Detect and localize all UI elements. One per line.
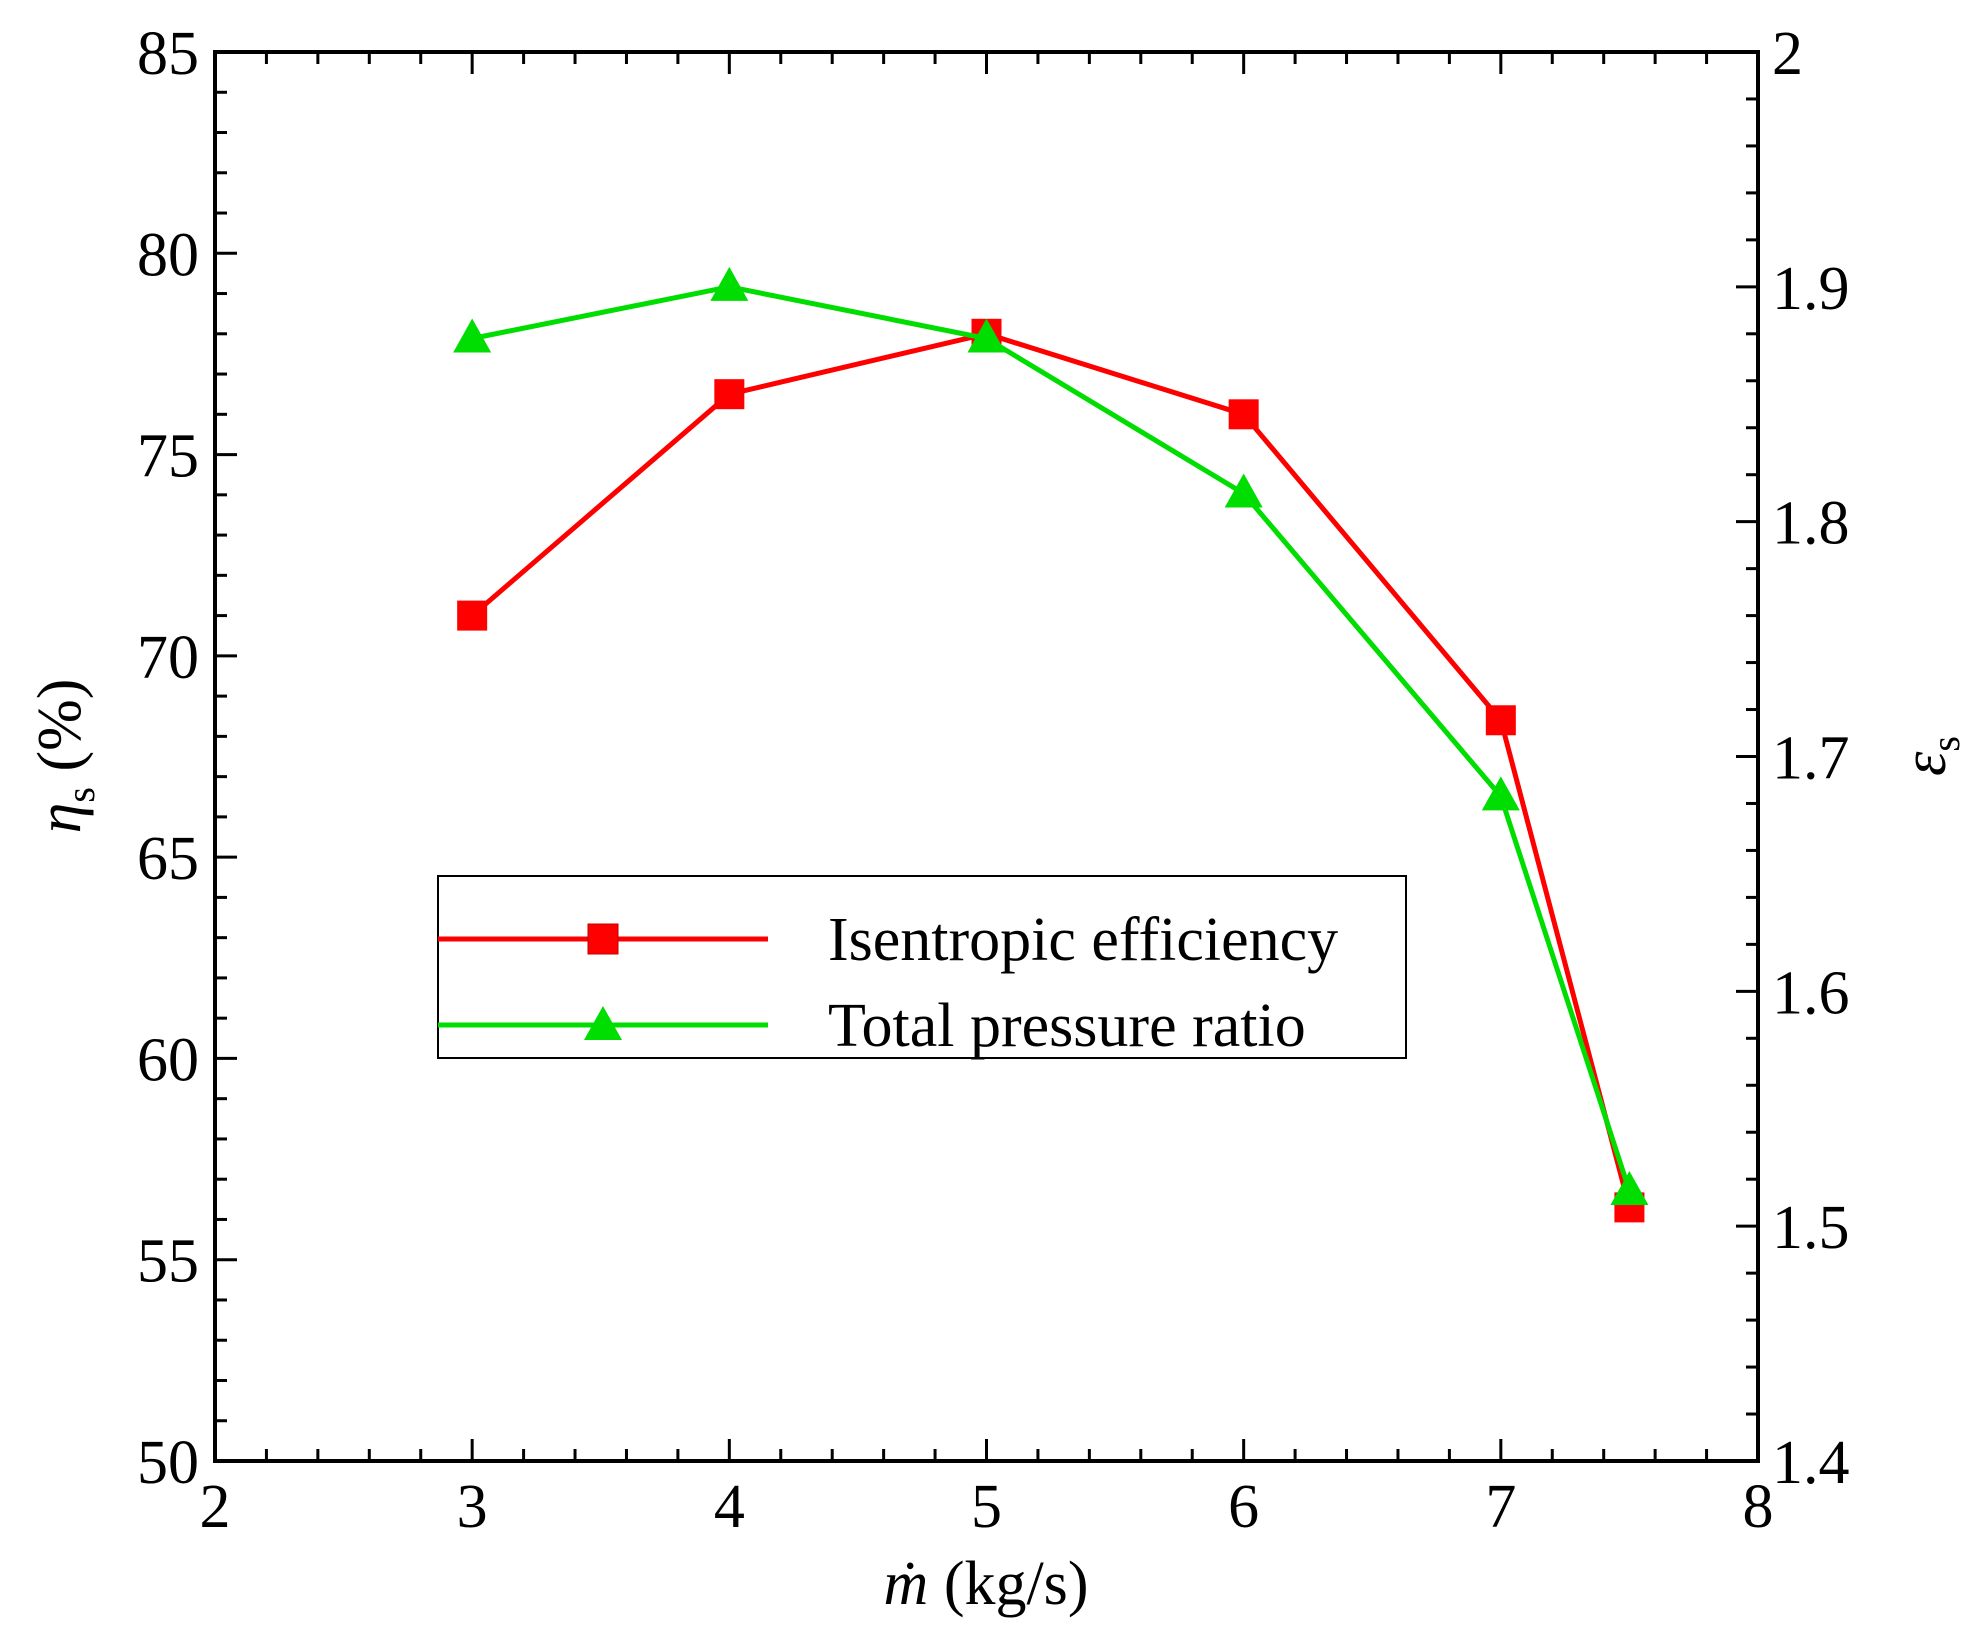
y-right-axis-subscript: s — [1923, 736, 1968, 752]
data-point-isentropic-efficiency — [714, 379, 745, 410]
y-right-tick-label: 2 — [1772, 20, 1803, 88]
plot-frame — [213, 50, 1760, 1463]
y-right-axis-symbol: ε — [1891, 751, 1959, 776]
x-tick-label: 6 — [1228, 1473, 1259, 1541]
x-axis-unit: (kg/s) — [928, 1550, 1088, 1618]
legend-label-total-pressure-ratio: Total pressure ratio — [828, 992, 1306, 1060]
series-line-isentropic-efficiency — [470, 331, 1632, 1209]
y-left-axis-unit: (%) — [26, 679, 94, 787]
y-left-axis-label: ηs (%) — [26, 679, 103, 834]
y-right-tick-label: 1.9 — [1772, 255, 1850, 323]
x-axis-label: ṁ (kg/s) — [884, 1550, 1089, 1618]
data-point-total-pressure-ratio — [453, 318, 492, 353]
y-left-tick-label: 70 — [137, 624, 199, 692]
x-tick-label: 4 — [714, 1473, 745, 1541]
tick-labels-layer: 2 3 4 5 6 7 8 50 55 60 65 70 75 80 85 1.4 1.5 1.6 1.7 1.8 1.… — [137, 20, 1850, 1541]
legend: Isentropic efficiency Total pressure rat… — [437, 875, 1407, 1060]
legend-marker-triangle-icon — [584, 1006, 622, 1040]
data-point-total-pressure-ratio — [1224, 473, 1263, 508]
legend-marker-square-icon — [587, 923, 619, 955]
data-point-isentropic-efficiency — [1485, 705, 1516, 736]
y-left-tick-label: 65 — [137, 825, 199, 893]
data-point-total-pressure-ratio — [710, 266, 749, 301]
y-left-tick-label: 75 — [137, 423, 199, 491]
x-tick-label: 7 — [1485, 1473, 1516, 1541]
x-tick-label: 8 — [1743, 1473, 1774, 1541]
y-right-tick-label: 1.6 — [1772, 959, 1850, 1027]
y-left-axis-subscript: s — [58, 787, 103, 803]
x-tick-label: 5 — [971, 1473, 1002, 1541]
y-right-tick-label: 1.8 — [1772, 490, 1850, 558]
x-tick-label: 2 — [200, 1473, 231, 1541]
data-point-total-pressure-ratio — [967, 318, 1006, 353]
ticks-layer — [213, 50, 1760, 1463]
y-right-tick-label: 1.5 — [1772, 1194, 1850, 1262]
data-point-isentropic-efficiency — [457, 600, 488, 631]
y-left-tick-label: 60 — [137, 1026, 199, 1094]
series-layer — [453, 266, 1649, 1223]
x-axis-symbol: ṁ — [884, 1550, 929, 1618]
series-line-total-pressure-ratio — [471, 284, 1632, 1192]
y-right-axis-label: εs — [1891, 736, 1968, 776]
data-point-total-pressure-ratio — [1481, 776, 1520, 811]
y-left-tick-label: 80 — [137, 221, 199, 289]
legend-label-isentropic-efficiency: Isentropic efficiency — [828, 906, 1338, 974]
y-left-axis-symbol: η — [26, 803, 94, 834]
data-point-total-pressure-ratio — [1610, 1170, 1649, 1205]
y-left-tick-label: 55 — [137, 1228, 199, 1296]
data-point-isentropic-efficiency — [1228, 399, 1259, 430]
y-right-tick-label: 1.7 — [1772, 725, 1850, 793]
y-right-tick-label: 1.4 — [1772, 1429, 1850, 1497]
y-left-tick-label: 85 — [137, 20, 199, 88]
y-left-tick-label: 50 — [137, 1429, 199, 1497]
x-tick-label: 3 — [457, 1473, 488, 1541]
